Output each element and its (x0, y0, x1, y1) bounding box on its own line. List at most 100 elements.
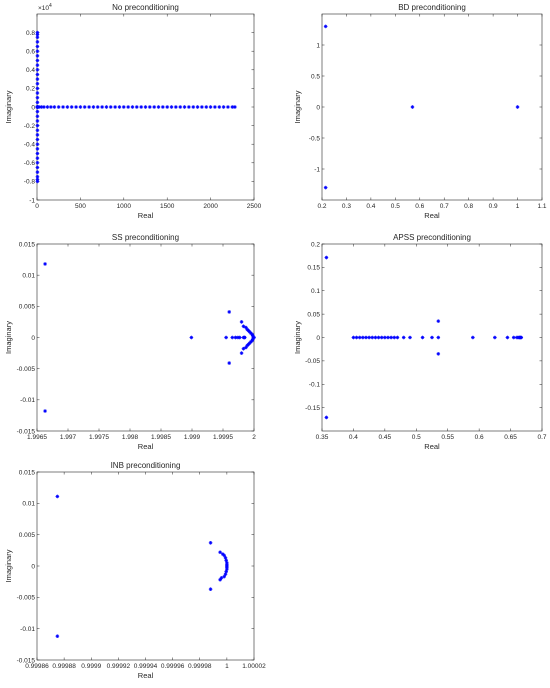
data-point (224, 569, 228, 574)
data-point (436, 319, 441, 323)
data-point (239, 351, 244, 355)
data-point (370, 335, 375, 340)
data-point (49, 105, 53, 109)
x-tick-label: 1 (516, 203, 520, 210)
x-tick-label: 1.1 (537, 203, 546, 210)
data-point (35, 109, 40, 114)
x-tick-label: 2500 (247, 203, 262, 210)
data-point (78, 105, 83, 109)
x-tick-label: 1.00002 (242, 663, 266, 670)
chart-title: No preconditioning (112, 3, 179, 12)
x-tick-label: 1000 (117, 203, 132, 210)
data-point (208, 587, 213, 591)
data-point (45, 105, 50, 109)
data-point (156, 105, 161, 109)
data-point (208, 105, 213, 109)
data-point (223, 572, 228, 576)
x-axis-label: Real (138, 442, 154, 451)
data-point (195, 105, 200, 109)
x-tick-label: 1.999 (184, 434, 201, 441)
data-point (436, 352, 441, 356)
x-tick-label: 0.9999 (81, 663, 101, 670)
data-point (376, 335, 381, 340)
data-point (100, 105, 104, 109)
y-tick-label: 0.4 (26, 67, 35, 74)
x-tick-label: 0.65 (504, 434, 517, 441)
data-point (519, 335, 524, 340)
chart-title: APSS preconditioning (393, 233, 471, 242)
data-point (35, 86, 40, 91)
x-axis-label: Real (424, 442, 440, 451)
x-tick-label: 1.9985 (151, 434, 171, 441)
data-point (505, 335, 510, 340)
data-point (392, 335, 397, 340)
data-point (35, 72, 40, 77)
data-point (35, 156, 40, 160)
data-point (122, 105, 126, 109)
x-tick-label: 0.7 (440, 203, 449, 210)
data-point (511, 335, 516, 340)
data-point (227, 310, 231, 314)
x-tick-label: 1.9975 (89, 434, 109, 441)
y-tick-label: -0.2 (24, 123, 36, 130)
subplot-3: SS preconditioning 1.9965 1.997 1.9975 1.998… (4, 233, 256, 451)
data-point (191, 105, 196, 109)
data-point (35, 123, 40, 128)
chart-title: INB preconditioning (111, 461, 181, 470)
data-point (35, 63, 40, 67)
chart-title: BD preconditioning (398, 3, 466, 12)
data-point (367, 335, 371, 340)
x-tick-label: 0.99996 (161, 663, 185, 670)
axes-frame (36, 471, 255, 661)
axes-frame (36, 243, 255, 432)
chart-title: SS preconditioning (112, 233, 179, 242)
data-point (227, 361, 231, 365)
data-point (43, 409, 47, 413)
y-tick-label: -0.5 (309, 135, 321, 142)
y-tick-label: -0.015 (17, 657, 36, 664)
x-tick-label: 0.3 (342, 203, 351, 210)
data-point (244, 345, 248, 350)
x-tick-label: 1.9965 (27, 434, 47, 441)
data-point (383, 335, 387, 340)
y-tick-label: 0.005 (19, 532, 36, 539)
x-tick-label: 0.99986 (25, 663, 49, 670)
data-point (189, 335, 194, 340)
y-tick-label: 0 (31, 104, 35, 111)
data-point (224, 558, 228, 563)
data-point (324, 415, 329, 420)
data-point (408, 335, 412, 340)
y-tick-label: 0.2 (26, 86, 35, 93)
y-tick-label: 0.5 (311, 73, 320, 80)
data-point (373, 335, 378, 340)
data-point (213, 105, 217, 109)
axes-frame (321, 13, 543, 201)
data-point (35, 40, 40, 44)
data-point (430, 335, 434, 340)
data-point (148, 105, 152, 109)
data-point (226, 105, 230, 109)
x-tick-label: 1 (225, 663, 229, 670)
subplot-1: No preconditioning 0 500 1000 1500 2000 2500 -1… (4, 3, 262, 220)
data-point (233, 335, 238, 340)
y-tick-label: -0.05 (305, 358, 320, 365)
data-point (221, 552, 225, 556)
data-point (35, 133, 40, 137)
data-point (218, 577, 222, 582)
data-point (82, 105, 87, 109)
y-axis-label: Imaginary (4, 321, 13, 354)
data-point (323, 185, 328, 190)
x-tick-label: 0.45 (379, 434, 392, 441)
data-point (169, 105, 174, 109)
data-point (230, 335, 235, 340)
data-point (389, 335, 393, 340)
subplot-5: INB preconditioning 0.99986 0.99988 0.9999 0… (4, 461, 266, 680)
y-axis-label: Imaginary (4, 549, 13, 582)
data-point (35, 151, 40, 156)
y-tick-label: -0.6 (24, 160, 36, 167)
x-tick-label: 0.5 (391, 203, 400, 210)
y-tick-label: 0 (31, 335, 35, 342)
data-point (35, 128, 40, 133)
data-point (35, 114, 40, 119)
x-tick-label: 0.99998 (188, 663, 212, 670)
